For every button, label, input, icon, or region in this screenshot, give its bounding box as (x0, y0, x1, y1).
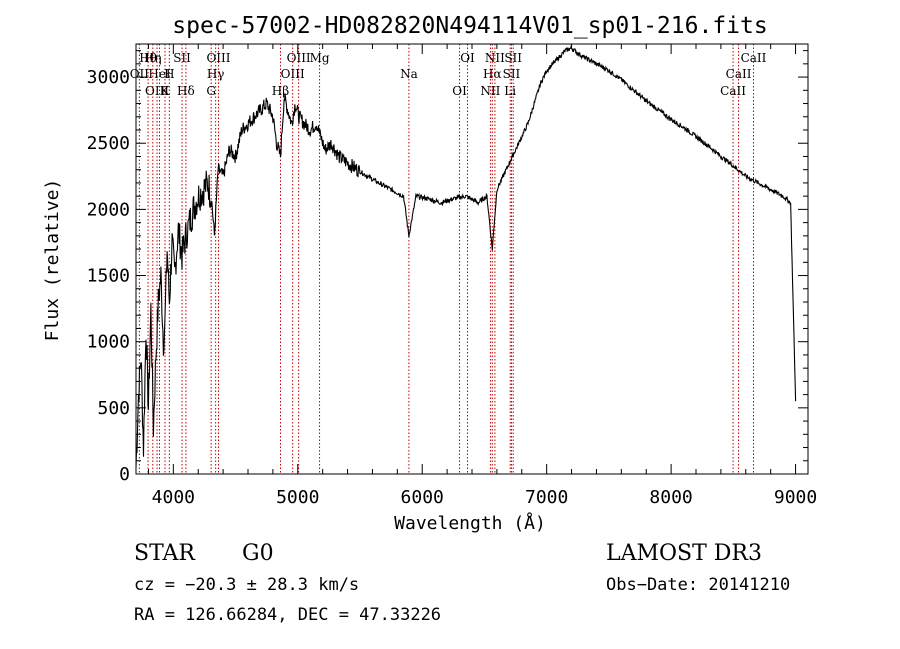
x-tick-label: 7000 (525, 487, 568, 508)
x-axis-label: Wavelength (Å) (394, 512, 546, 534)
spectral-line-label: Li (504, 84, 516, 98)
y-axis-ticks: 0 500 1000 1500 2000 2500 3000 (87, 50, 808, 485)
spectral-line-label: OIII (287, 51, 311, 65)
plot-frame (135, 43, 809, 475)
y-tick-label: 0 (119, 464, 130, 485)
spectral-line-label: Hβ (272, 84, 289, 98)
spectral-line-label: CaII (720, 84, 746, 98)
x-tick-label: 5000 (276, 487, 319, 508)
y-tick-label: 2000 (87, 199, 130, 220)
spectral-line-label: CaII (726, 67, 752, 81)
spectral-line-label: Mg (310, 51, 330, 65)
spectral-line-label: Hα (483, 67, 502, 81)
y-tick-label: 1500 (87, 266, 130, 287)
spectral-line-label: OIII (281, 67, 305, 81)
spectral-line-label: SII (173, 51, 191, 65)
spectral-line-label: Hδ (177, 84, 195, 98)
spectral-line-label: NII (485, 51, 505, 65)
chart-title: spec-57002-HD082820N494114V01_sp01-216.f… (172, 13, 767, 39)
spectral-line-label: K (161, 84, 171, 98)
spectral-line-label: SII (503, 67, 521, 81)
observation-date: Obs−Date: 20141210 (606, 575, 790, 595)
spectral-line-label: H (164, 67, 174, 81)
x-tick-label: 8000 (649, 487, 692, 508)
spectral-line-label: Na (400, 67, 418, 81)
spectral-line-label: SII (504, 51, 522, 65)
y-tick-label: 1000 (87, 332, 130, 353)
spectral-line-label: Hθ (139, 51, 157, 65)
y-tick-label: 500 (97, 398, 130, 419)
x-axis-ticks: 4000 5000 6000 7000 8000 9000 (147, 44, 817, 508)
star-type-label: STAR (134, 541, 196, 566)
spectral-line-label: NII (480, 84, 500, 98)
x-tick-label: 4000 (152, 487, 195, 508)
spectral-line-labels: Hθ OII OIII Hη HeI K SII HHδ OIII Hγ G OIII OIII Hβ Mg… (130, 51, 767, 98)
spectral-line-markers (138, 44, 754, 474)
spectrum-series-line (135, 44, 797, 468)
spectral-line-label: G (206, 84, 216, 98)
spectral-line-label: OIII (206, 51, 230, 65)
y-tick-label: 2500 (87, 133, 130, 154)
y-tick-label: 3000 (87, 67, 130, 88)
star-subclass: G0 (242, 541, 274, 566)
spectral-line-label: OI (460, 51, 475, 65)
spectral-line-label: OIII (145, 84, 169, 98)
x-tick-label: 9000 (774, 487, 817, 508)
survey-name: LAMOST DR3 (606, 541, 762, 566)
spectral-line-label: Hη (144, 51, 162, 65)
x-tick-label: 6000 (401, 487, 444, 508)
spectral-line-label: OI (452, 84, 467, 98)
spectral-line-label: OII (130, 67, 150, 81)
spectral-line-label: Hγ (207, 67, 225, 81)
coordinates: RA = 126.66284, DEC = 47.33226 (134, 605, 441, 625)
spectral-line-label: CaII (741, 51, 767, 65)
spectral-line-label: HeI (148, 67, 171, 81)
redshift-velocity: cz = −20.3 ± 28.3 km/s (134, 575, 359, 595)
y-axis-label: Flux (relative) (42, 179, 63, 342)
